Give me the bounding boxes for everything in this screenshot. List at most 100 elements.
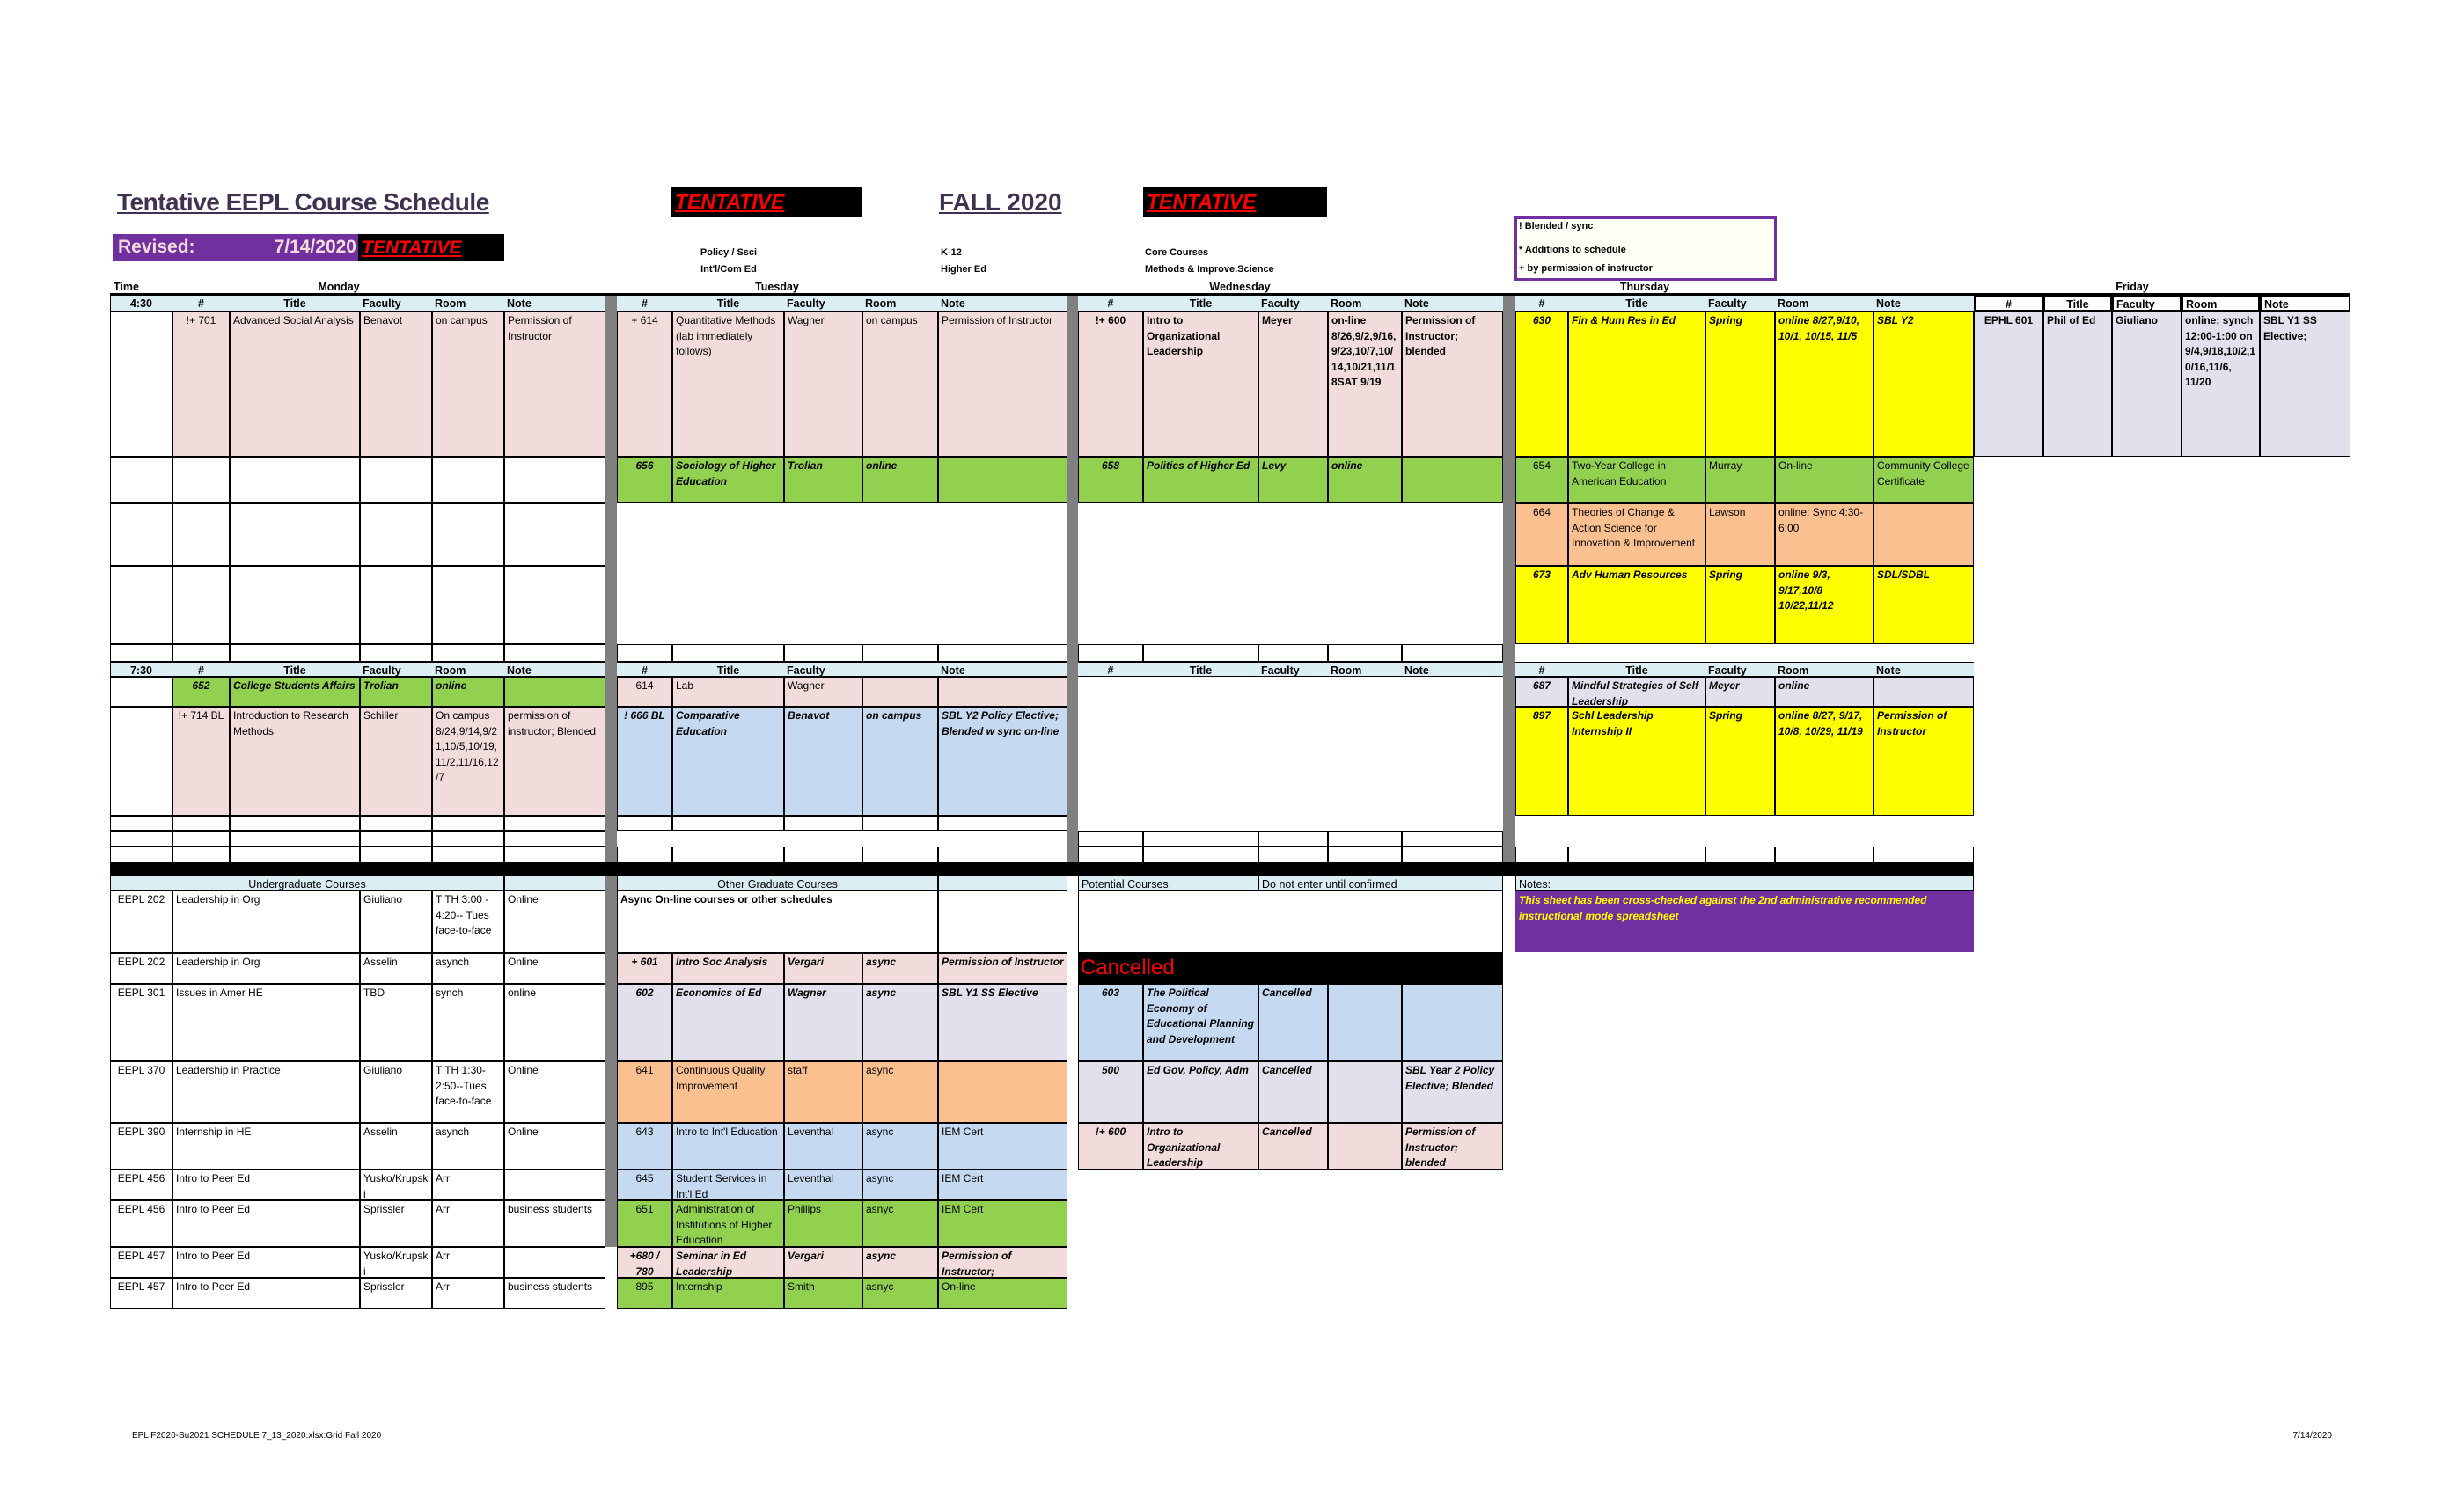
course-tuesday-title: Comparative Education (672, 707, 784, 816)
async-blank (938, 891, 1067, 953)
column-header-room: Room (2182, 295, 2260, 312)
legend-label: K-12 (941, 247, 962, 258)
course-monday-number (172, 457, 230, 503)
course-monday-title (230, 816, 360, 831)
cancelled-course-note (1402, 984, 1503, 1061)
course-monday-note (504, 644, 605, 662)
term-title: FALL 2020 (939, 188, 1062, 216)
footer-date: 7/14/2020 (2292, 1431, 2333, 1441)
course-thursday-note (1874, 847, 1974, 862)
undergrad-course-title: Internship in HE (172, 1123, 360, 1170)
undergrad-course-note: Online (504, 1123, 605, 1170)
course-monday-title (230, 566, 360, 644)
time-label: Time (114, 281, 139, 293)
undergrad-course-number: EEPL 456 (110, 1170, 172, 1200)
course-thursday-faculty: Spring (1705, 566, 1775, 644)
column-header-number: # (1974, 295, 2043, 312)
tentative-banner: TENTATIVE (671, 187, 862, 217)
graduate-course-note: Permission of Instructor; (938, 1247, 1067, 1278)
graduate-course-room: async (862, 1123, 938, 1170)
course-tuesday-note (938, 457, 1067, 503)
cancelled-course-title: The Political Economy of Educational Pla… (1143, 984, 1258, 1061)
undergrad-course-number: EEPL 390 (110, 1123, 172, 1170)
course-tuesday-faculty: Benavot (784, 707, 862, 816)
undergrad-course-faculty: Yusko/Krupski (360, 1170, 432, 1200)
day-label-wednesday: Wednesday (1209, 281, 1271, 293)
column-header-number: # (172, 662, 230, 677)
time-cell (110, 831, 172, 847)
column-header-note: Note (1402, 662, 1503, 677)
course-thursday-room: On-line (1775, 457, 1874, 503)
time-slot-label: 4:30 (110, 295, 172, 312)
course-wednesday-number (1078, 831, 1143, 847)
course-monday-number: !+ 714 BL (172, 707, 230, 816)
undergrad-course-room: T TH 1:30-2:50--Tues face-to-face (432, 1061, 504, 1123)
undergrad-course-title: Issues in Amer HE (172, 984, 360, 1061)
course-tuesday-room: on campus (862, 312, 938, 457)
time-cell (110, 707, 172, 816)
column-header-faculty: Faculty (1258, 662, 1328, 677)
course-tuesday-note (938, 644, 1067, 662)
course-thursday-room: online: Sync 4:30-6:00 (1775, 503, 1874, 566)
undergrad-course-note: Online (504, 891, 605, 953)
course-monday-note (504, 503, 605, 566)
footer-filename: EPL F2020-Su2021 SCHEDULE 7_13_2020.xlsx… (132, 1431, 382, 1441)
course-wednesday-room (1328, 831, 1402, 847)
course-thursday-title: Mindful Strategies of Self Leadership (1568, 677, 1705, 707)
course-monday-faculty (360, 503, 432, 566)
course-tuesday-faculty (784, 847, 862, 862)
column-header-faculty: Faculty (1705, 662, 1775, 677)
course-wednesday-faculty: Levy (1258, 457, 1328, 503)
column-header-room: Room (862, 295, 938, 312)
column-header-faculty: Faculty (360, 295, 432, 312)
course-monday-number (172, 847, 230, 862)
column-header-room: Room (432, 295, 504, 312)
course-wednesday-faculty: Meyer (1258, 312, 1328, 457)
graduate-course-faculty: staff (784, 1061, 862, 1123)
course-tuesday-number: 614 (617, 677, 672, 707)
column-header-room: Room (432, 662, 504, 677)
course-monday-note (504, 457, 605, 503)
course-monday-room: online (432, 677, 504, 707)
course-tuesday-room: online (862, 457, 938, 503)
course-monday-title: Advanced Social Analysis (230, 312, 360, 457)
course-monday-room (432, 503, 504, 566)
day-divider (605, 295, 617, 1247)
course-monday-faculty (360, 831, 432, 847)
header-blank (938, 876, 1067, 891)
course-wednesday-note (1402, 457, 1503, 503)
undergraduate-heading: Undergraduate Courses (110, 876, 504, 891)
column-header-number: # (617, 662, 672, 677)
course-tuesday-note (938, 677, 1067, 707)
day-divider (1503, 295, 1515, 876)
graduate-course-title: Intro to Int'l Education (672, 1123, 784, 1170)
column-header-faculty: Faculty (1258, 295, 1328, 312)
course-monday-number (172, 816, 230, 831)
course-monday-note (504, 831, 605, 847)
column-header-title: Title (1143, 662, 1258, 677)
undergrad-course-room: Arr (432, 1247, 504, 1278)
cancelled-course-title: Ed Gov, Policy, Adm (1143, 1061, 1258, 1123)
day-label-tuesday: Tuesday (755, 281, 799, 293)
course-monday-title: Introduction to Research Methods (230, 707, 360, 816)
course-tuesday-faculty: Wagner (784, 677, 862, 707)
graduate-course-faculty: Vergari (784, 953, 862, 984)
undergrad-course-number: EEPL 457 (110, 1247, 172, 1278)
legend-label: Int'l/Com Ed (700, 264, 757, 275)
course-friday-room: online; synch 12:00-1:00 on 9/4,9/18,10/… (2182, 312, 2260, 457)
column-header-room (862, 662, 938, 677)
day-divider (1067, 295, 1078, 876)
course-tuesday-room (862, 816, 938, 831)
column-header-faculty: Faculty (1705, 295, 1775, 312)
course-friday-note: SBL Y1 SS Elective; (2260, 312, 2350, 457)
undergrad-course-faculty: Yusko/Krupski (360, 1247, 432, 1278)
course-thursday-faculty: Lawson (1705, 503, 1775, 566)
potential-heading: Potential Courses (1078, 876, 1258, 891)
course-monday-number: 652 (172, 677, 230, 707)
graduate-course-title: Internship (672, 1278, 784, 1309)
page-title: Tentative EEPL Course Schedule (117, 188, 489, 216)
undergrad-course-number: EEPL 456 (110, 1200, 172, 1247)
time-cell (110, 847, 172, 862)
time-cell (110, 566, 172, 644)
course-tuesday-note: Permission of Instructor (938, 312, 1067, 457)
